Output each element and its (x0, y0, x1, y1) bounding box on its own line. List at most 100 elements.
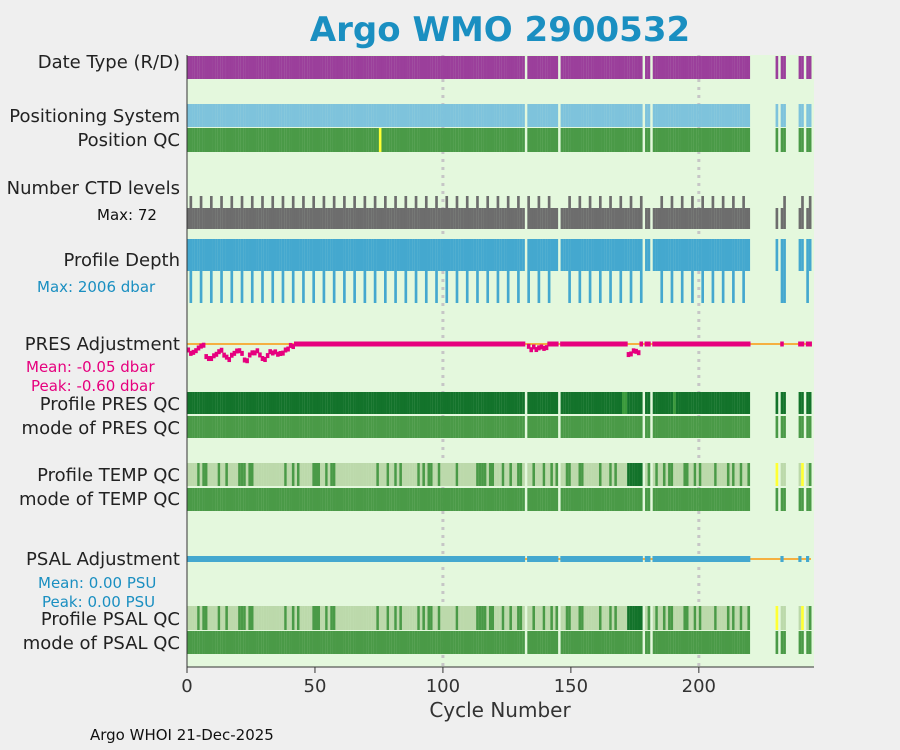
ctd-levels-bar (488, 208, 492, 229)
profile-psal-qc-cell (634, 606, 638, 630)
positioning-system-cell (273, 104, 277, 127)
positioning-system-cell (560, 104, 564, 127)
positioning-system-cell (698, 104, 702, 127)
mode-temp-qc-cell (276, 488, 280, 511)
profile-psal-qc-cell (499, 606, 502, 630)
position-qc-cell (506, 128, 510, 152)
mode-psal-qc-cell (511, 631, 515, 654)
mode-psal-qc-cell (783, 631, 786, 654)
mode-psal-qc-cell (447, 631, 451, 654)
profile-temp-qc-cell (458, 463, 461, 486)
profile-psal-qc-cell (624, 606, 628, 630)
mode-psal-qc-cell (673, 631, 676, 654)
pres-adjustment-point (662, 341, 667, 347)
position-qc-cell (622, 128, 625, 152)
psal-adjustment-point (573, 556, 577, 562)
mode-temp-qc-cell (330, 488, 333, 511)
mode-psal-qc-cell (386, 631, 390, 654)
psal-adjustment-mean: Mean: 0.00 PSU (38, 574, 157, 592)
mode-temp-qc-cell (209, 488, 213, 511)
profile-temp-qc-cell (302, 463, 305, 486)
profile-temp-qc-cell (657, 463, 661, 486)
profile-psal-qc-cell (424, 606, 428, 630)
profile-pres-qc-cell (312, 392, 316, 414)
x-axis-label: Cycle Number (429, 698, 571, 722)
date-type-cell (481, 56, 484, 79)
mode-psal-qc-cell (675, 631, 679, 654)
position-qc-cell (547, 128, 551, 152)
position-qc-cell (391, 128, 395, 152)
profile-temp-qc-cell (560, 463, 564, 486)
ctd-levels-bar (609, 196, 612, 229)
date-type-cell (348, 56, 351, 79)
positioning-system-cell (604, 104, 607, 127)
profile-temp-qc-cell (780, 463, 784, 486)
psal-adjustment-point (565, 556, 569, 562)
profile-depth-bar (614, 239, 617, 271)
positioning-system-cell (353, 104, 356, 127)
mode-temp-qc-cell (194, 488, 198, 511)
psal-adjustment-point (342, 556, 346, 562)
date-type-cell (732, 56, 735, 79)
position-qc-cell (737, 128, 740, 152)
mode-pres-qc-cell (598, 416, 602, 438)
date-type-cell (417, 56, 420, 79)
profile-depth-bar (337, 239, 341, 271)
psal-adjustment-point (243, 556, 247, 562)
position-qc-cell (639, 128, 643, 152)
mode-psal-qc-cell (465, 631, 469, 654)
position-qc-cell (726, 128, 730, 152)
position-qc-cell (529, 128, 533, 152)
position-qc-cell (675, 128, 679, 152)
profile-psal-qc-cell (504, 606, 507, 630)
profile-depth-bar (634, 239, 638, 271)
profile-depth-bar (440, 239, 443, 271)
date-type-cell (522, 56, 525, 79)
profile-temp-qc-cell (473, 463, 477, 486)
mode-psal-qc-cell (509, 631, 513, 654)
profile-psal-qc-cell (384, 606, 387, 630)
position-qc-cell (678, 128, 681, 152)
profile-depth-bar (627, 239, 630, 271)
mode-temp-qc-cell (575, 488, 579, 511)
mode-pres-qc-cell (808, 416, 812, 438)
mode-psal-qc-cell (573, 631, 577, 654)
mode-temp-qc-cell (327, 488, 331, 511)
profile-pres-qc-cell (529, 392, 533, 414)
position-qc-cell (465, 128, 469, 152)
position-qc-cell (471, 128, 474, 152)
position-qc-cell (716, 128, 720, 152)
profile-temp-qc-cell (284, 463, 287, 486)
mode-pres-qc-cell (424, 416, 428, 438)
psal-adjustment-point (337, 556, 341, 562)
profile-depth-bar (560, 239, 564, 271)
mode-pres-qc-cell (401, 416, 405, 438)
date-type-cell (197, 56, 200, 79)
profile-pres-qc-cell (209, 392, 213, 414)
date-type-cell (670, 56, 674, 79)
positioning-system-cell (455, 104, 459, 127)
date-type-cell (517, 56, 520, 79)
mode-temp-qc-cell (647, 488, 651, 511)
ctd-levels-bar (744, 208, 748, 229)
positioning-system-cell (266, 104, 269, 127)
date-type-cell (291, 56, 295, 79)
mode-temp-qc-cell (652, 488, 656, 511)
profile-depth-bar (483, 239, 487, 271)
mode-temp-qc-cell (396, 488, 400, 511)
mode-temp-qc-cell (381, 488, 385, 511)
profile-psal-qc-cell (199, 606, 203, 630)
positioning-system-cell (798, 104, 802, 127)
positioning-system-cell (337, 104, 341, 127)
profile-pres-qc-cell (355, 392, 359, 414)
psal-adjustment-point (327, 556, 331, 562)
pres-adjustment-point (468, 341, 472, 347)
date-type-cell (222, 56, 226, 79)
positioning-system-cell (662, 104, 666, 127)
positioning-system-cell (655, 104, 658, 127)
mode-pres-qc-cell (371, 416, 374, 438)
profile-pres-qc-cell (235, 392, 239, 414)
date-type-cell (366, 56, 369, 79)
date-type-cell (662, 56, 666, 79)
profile-depth-bar (353, 239, 356, 303)
